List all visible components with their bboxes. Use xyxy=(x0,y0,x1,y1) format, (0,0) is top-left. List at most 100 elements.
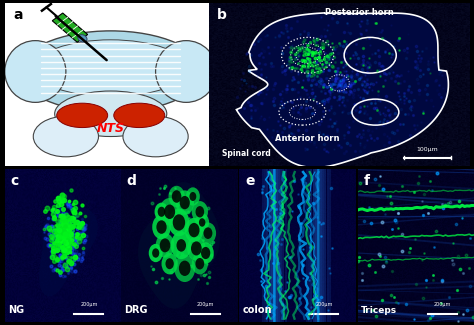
Text: f: f xyxy=(364,174,370,188)
Point xyxy=(436,82,443,87)
Point xyxy=(410,189,418,195)
Point xyxy=(62,229,69,234)
Point xyxy=(320,142,328,147)
Point xyxy=(317,132,324,137)
Point xyxy=(335,50,342,56)
Point xyxy=(372,20,379,26)
Point xyxy=(362,89,370,95)
Point xyxy=(69,250,76,255)
Point xyxy=(61,231,69,236)
Point xyxy=(363,70,371,75)
Point xyxy=(454,309,461,314)
Point xyxy=(294,54,302,59)
Point xyxy=(165,276,173,281)
Point xyxy=(302,127,310,132)
Point xyxy=(59,245,67,250)
Point xyxy=(61,237,69,242)
Point xyxy=(63,229,71,235)
Point xyxy=(302,132,310,137)
Point xyxy=(54,229,61,234)
Point xyxy=(371,122,379,127)
Point xyxy=(356,110,363,115)
Point xyxy=(298,68,305,73)
Point xyxy=(347,81,355,86)
Point xyxy=(334,80,342,85)
Point xyxy=(353,61,360,66)
Point xyxy=(54,248,61,253)
Point xyxy=(55,239,62,244)
Point xyxy=(59,229,67,235)
Point xyxy=(73,225,81,230)
Point xyxy=(304,72,311,77)
Point xyxy=(391,111,398,116)
Point xyxy=(377,98,384,103)
Point xyxy=(62,229,70,234)
Point xyxy=(73,212,81,217)
Point xyxy=(66,240,73,245)
Point xyxy=(325,53,333,58)
Point xyxy=(295,52,303,58)
Point xyxy=(294,109,302,114)
Point xyxy=(47,223,55,228)
Point xyxy=(340,76,347,82)
Point xyxy=(61,231,68,236)
Point xyxy=(325,54,332,59)
Point xyxy=(64,228,72,234)
Point xyxy=(257,66,264,72)
Point xyxy=(328,124,336,129)
Point xyxy=(68,227,75,233)
Point xyxy=(283,28,291,33)
Point xyxy=(58,234,66,240)
Point xyxy=(311,108,319,113)
Point xyxy=(57,229,65,234)
Point xyxy=(68,244,76,249)
Point xyxy=(203,262,210,267)
Point xyxy=(60,252,68,257)
Point xyxy=(364,20,371,25)
Point xyxy=(308,62,315,67)
Point xyxy=(381,117,388,122)
Point xyxy=(321,90,329,96)
Point xyxy=(432,77,439,83)
Point xyxy=(53,222,61,227)
Point xyxy=(364,103,371,108)
Point xyxy=(374,121,381,126)
Point xyxy=(202,271,210,276)
Point xyxy=(370,82,377,87)
Point xyxy=(73,220,81,225)
Point xyxy=(293,65,301,70)
Point xyxy=(58,240,65,245)
Point xyxy=(346,80,353,85)
Point xyxy=(341,83,349,88)
Point xyxy=(282,22,290,27)
Point xyxy=(260,117,267,122)
Point xyxy=(62,235,70,240)
Point xyxy=(254,91,262,96)
Point xyxy=(333,19,341,24)
Point xyxy=(56,229,64,234)
Point xyxy=(75,229,83,234)
Point xyxy=(55,271,63,276)
Point xyxy=(335,82,343,87)
Point xyxy=(325,108,332,113)
Point xyxy=(296,48,304,53)
Point xyxy=(51,266,59,272)
Point xyxy=(286,99,294,104)
Point xyxy=(301,37,308,43)
Point xyxy=(61,231,69,236)
Point xyxy=(77,225,84,230)
Point xyxy=(60,254,68,259)
Ellipse shape xyxy=(19,31,202,112)
Point xyxy=(430,278,438,283)
Point xyxy=(319,98,326,104)
Point xyxy=(291,178,298,184)
Point xyxy=(453,287,461,292)
Point xyxy=(55,233,63,238)
Point xyxy=(279,63,286,68)
Point xyxy=(294,97,302,102)
Point xyxy=(65,219,73,225)
Point xyxy=(60,243,67,249)
Point xyxy=(57,230,64,235)
Point xyxy=(53,228,61,233)
Point xyxy=(71,205,79,211)
